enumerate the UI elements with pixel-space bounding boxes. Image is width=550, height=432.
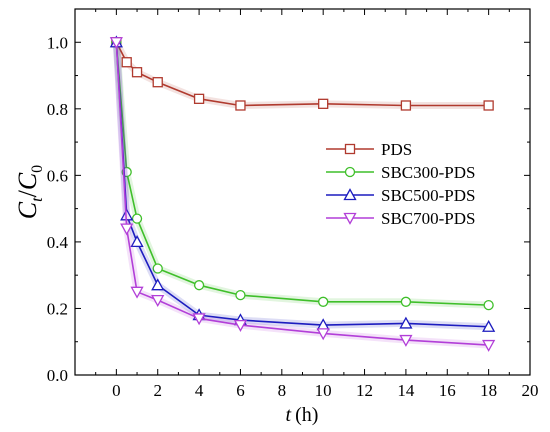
legend-label: SBC700-PDS: [381, 209, 475, 228]
series-layer: [109, 35, 496, 352]
data-point: [400, 296, 412, 307]
x-tick-label: 2: [153, 381, 162, 400]
series-sbc300-pds: [111, 37, 494, 311]
legend-item: SBC500-PDS: [326, 186, 475, 205]
data-point: [482, 319, 496, 332]
data-point: [193, 280, 205, 291]
series-line: [115, 41, 489, 107]
data-point: [151, 278, 165, 291]
legend-marker: [344, 143, 356, 155]
data-point: [318, 98, 329, 109]
data-point: [151, 294, 165, 307]
x-tick-label: 4: [195, 381, 204, 400]
y-tick-label: 0.8: [47, 100, 68, 119]
x-tick-label: 6: [236, 381, 245, 400]
data-point: [399, 334, 413, 347]
data-point: [233, 319, 248, 332]
legend-label: SBC500-PDS: [381, 186, 475, 205]
axis-ticks: 0 2 4 6 8 10 12 14 16 18 20 0.0 0.2 0.4 0.6 0.8 1.0: [47, 8, 539, 400]
data-point: [235, 289, 246, 301]
data-point: [483, 299, 494, 311]
legend-item: SBC300-PDS: [326, 163, 475, 182]
series-line-glow: [113, 40, 489, 109]
data-point: [235, 100, 246, 111]
data-point: [482, 339, 496, 352]
x-tick-label: 12: [356, 381, 373, 400]
series-sbc500-pds: [109, 35, 496, 332]
series-pds: [111, 37, 494, 111]
x-tick-label: 14: [397, 381, 415, 400]
y-tick-label: 1.0: [47, 33, 68, 52]
x-tick-label: 0: [112, 381, 121, 400]
x-tick-label: 16: [439, 381, 456, 400]
legend-item: PDS: [326, 140, 412, 159]
data-point: [109, 37, 123, 50]
x-axis-title: t (h): [286, 404, 319, 426]
data-point: [400, 100, 412, 111]
data-point: [193, 93, 205, 104]
legend-label: SBC300-PDS: [381, 163, 475, 182]
y-tick-label: 0.0: [47, 366, 68, 385]
series-sbc700-pds: [109, 37, 496, 352]
legend: PDS SBC300-PDS SBC500-PDS SBC700-PDS: [326, 140, 475, 228]
legend-marker: [343, 212, 357, 225]
data-point: [483, 100, 494, 111]
y-axis-title: Ct/C0: [13, 165, 46, 219]
y-tick-label: 0.2: [47, 299, 68, 318]
legend-item: SBC700-PDS: [326, 209, 475, 228]
data-point: [192, 313, 206, 326]
data-point: [316, 328, 330, 341]
x-tick-label: 20: [522, 381, 539, 400]
x-tick-label: 18: [480, 381, 497, 400]
legend-marker: [343, 188, 357, 201]
data-point: [152, 77, 163, 88]
data-point: [318, 296, 329, 307]
data-point: [130, 286, 144, 299]
data-point: [121, 57, 132, 68]
data-point: [399, 316, 413, 329]
x-tick-label: 10: [315, 381, 332, 400]
x-tick-label: 8: [278, 381, 287, 400]
y-tick-label: 0.4: [47, 233, 69, 252]
data-point: [120, 223, 134, 236]
data-point: [131, 67, 143, 78]
legend-marker: [344, 166, 356, 178]
legend-label: PDS: [381, 140, 412, 159]
y-tick-label: 0.6: [47, 166, 68, 185]
data-point: [152, 263, 163, 274]
data-point: [131, 213, 143, 224]
data-point: [130, 235, 144, 248]
